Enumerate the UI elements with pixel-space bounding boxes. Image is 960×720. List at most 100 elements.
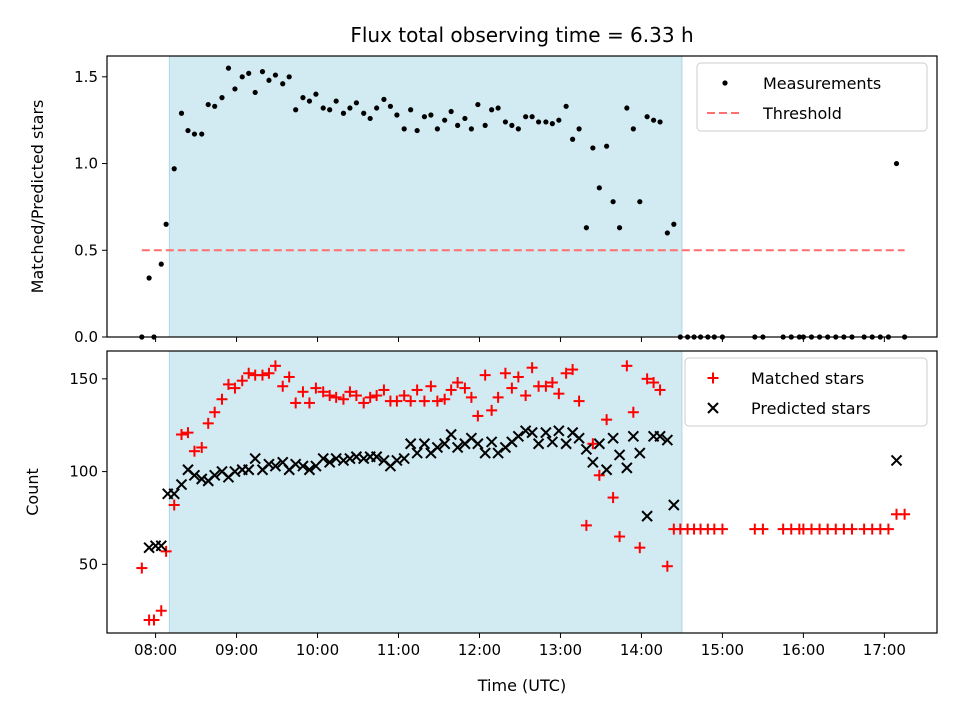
- data-point: [607, 432, 619, 444]
- data-point: [425, 380, 437, 392]
- data-point: [445, 384, 457, 396]
- x-tick-label: 13:00: [539, 641, 582, 659]
- data-point: [882, 523, 894, 535]
- data-point: [246, 70, 252, 76]
- data-point: [327, 107, 333, 113]
- data-point: [485, 436, 498, 448]
- data-point: [306, 98, 313, 104]
- data-point: [661, 560, 673, 572]
- data-point: [414, 127, 420, 134]
- x-tick-label: 09:00: [215, 641, 258, 659]
- data-point: [610, 199, 616, 205]
- data-point: [243, 367, 255, 379]
- data-point: [899, 508, 911, 520]
- data-point: [293, 107, 299, 113]
- data-point: [340, 110, 347, 116]
- data-point: [757, 523, 769, 535]
- legend-label: Matched stars: [751, 369, 864, 388]
- data-point: [452, 377, 464, 389]
- data-point: [515, 126, 521, 132]
- data-point: [160, 545, 172, 557]
- data-point: [209, 406, 221, 418]
- data-point: [540, 380, 552, 392]
- data-point: [249, 452, 261, 465]
- data-point: [236, 375, 248, 387]
- y-tick-label: 1.5: [74, 68, 98, 86]
- legend-box: [684, 357, 928, 427]
- data-point: [716, 523, 728, 535]
- data-point: [529, 114, 535, 120]
- data-point: [297, 460, 309, 472]
- data-point: [263, 367, 275, 379]
- data-point: [185, 127, 191, 134]
- data-point: [549, 121, 555, 127]
- data-point: [280, 81, 286, 87]
- data-point: [411, 447, 423, 459]
- data-point: [492, 391, 504, 403]
- data-point: [350, 390, 362, 402]
- panel-ratio: 0.0 0.5 1.0 1.5 Matched/Predicted stars Measu…: [28, 55, 938, 346]
- data-point: [641, 510, 653, 522]
- data-point: [492, 447, 504, 459]
- data-point: [286, 74, 292, 80]
- data-point: [239, 74, 245, 80]
- data-point: [616, 225, 623, 231]
- y-tick-label: 0.0: [74, 328, 98, 346]
- data-point: [479, 447, 491, 459]
- data-point: [451, 441, 464, 454]
- y-tick-label: 0.5: [74, 241, 98, 259]
- data-point: [573, 432, 585, 444]
- legend-box: [696, 62, 928, 132]
- data-point: [232, 86, 238, 92]
- y-axis-label: Matched/Predicted stars: [28, 100, 47, 294]
- data-point: [310, 382, 322, 394]
- y-tick-label: 50: [79, 555, 98, 573]
- data-point: [462, 115, 468, 122]
- data-point: [576, 126, 582, 132]
- x-tick-label: 17:00: [863, 641, 906, 659]
- data-point: [445, 428, 457, 441]
- data-point: [277, 380, 289, 392]
- series-matched-stars: [136, 360, 911, 626]
- data-point: [607, 492, 619, 504]
- data-point: [391, 395, 403, 407]
- data-point: [570, 136, 576, 142]
- data-point: [361, 110, 367, 116]
- data-point: [155, 605, 167, 617]
- data-point: [182, 427, 194, 439]
- data-point: [358, 397, 370, 409]
- data-point: [890, 454, 903, 467]
- x-tick-label: 16:00: [782, 641, 825, 659]
- data-point: [560, 367, 572, 379]
- data-point: [175, 478, 188, 491]
- data-point: [479, 369, 491, 381]
- data-point: [163, 221, 169, 227]
- data-point: [337, 454, 350, 467]
- data-point: [229, 382, 241, 394]
- data-point: [495, 105, 501, 111]
- data-point: [387, 103, 394, 109]
- data-point: [344, 452, 356, 465]
- data-point: [482, 122, 488, 128]
- data-point: [158, 261, 164, 267]
- data-point: [540, 426, 552, 439]
- x-tick-label: 08:00: [134, 641, 177, 659]
- data-point: [401, 126, 407, 132]
- y-tick-label: 150: [69, 370, 98, 388]
- data-point: [601, 414, 613, 426]
- data-point: [357, 452, 370, 465]
- data-point: [324, 390, 336, 402]
- data-point: [634, 447, 646, 459]
- data-point: [300, 95, 306, 101]
- data-point: [519, 425, 532, 437]
- data-point: [671, 221, 677, 227]
- data-point: [567, 364, 579, 376]
- data-point: [333, 98, 339, 104]
- data-point: [263, 458, 275, 470]
- y-tick-label: 100: [69, 463, 98, 481]
- y-axis-label: Count: [23, 468, 42, 516]
- data-point: [654, 384, 666, 396]
- data-point: [418, 438, 431, 450]
- data-point: [434, 126, 440, 132]
